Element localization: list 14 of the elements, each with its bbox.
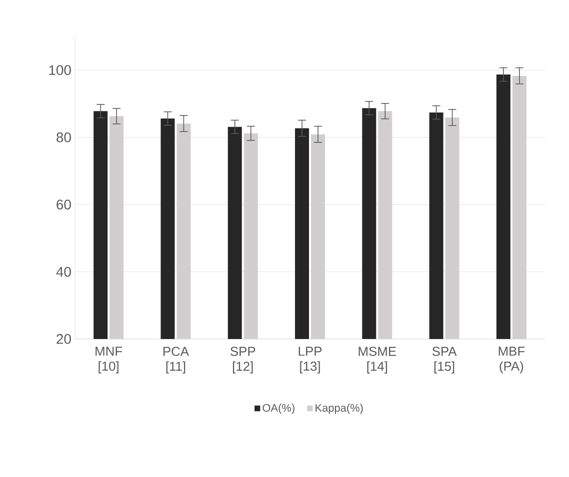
y-tick-label: 40 [56,266,71,277]
y-tick-label: 20 [56,334,71,344]
legend-label: Kappa(%) [316,404,363,414]
x-tick-label: MSME [14] [358,346,396,374]
y-tick-label: 60 [56,200,71,210]
x-tick-label: PCA [11] [163,346,189,374]
x-tick-label: LPP [13] [298,346,322,374]
x-tick-label: SPA [15] [432,346,457,374]
legend-label: OA(%) [262,404,294,414]
x-tick-label: MBF (PA) [498,346,525,374]
y-tick-label: 80 [56,132,71,142]
x-tick-label: MNF [10] [96,346,122,374]
y-tick-label: 100 [49,65,71,76]
x-tick-label: SPP [12] [230,346,256,374]
